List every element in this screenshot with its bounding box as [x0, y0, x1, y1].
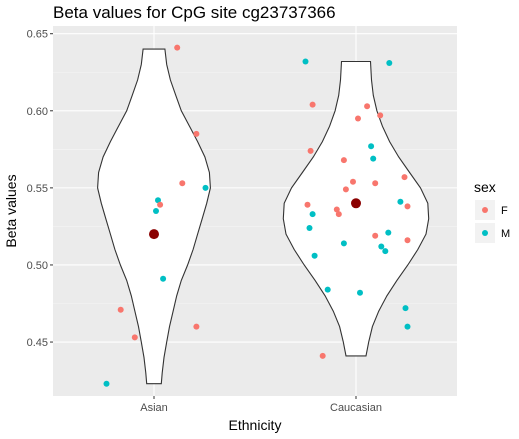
- x-tick-label: Asian: [140, 402, 168, 414]
- data-point: [340, 240, 347, 247]
- y-axis-ticks: 0.45 0.50 0.55 0.60 0.65: [27, 29, 53, 349]
- data-point: [319, 352, 326, 359]
- data-point: [404, 203, 411, 210]
- legend-label: M: [501, 228, 510, 240]
- data-point: [372, 232, 379, 239]
- data-point: [324, 286, 331, 293]
- data-point: [202, 184, 209, 191]
- legend-key-f: [482, 207, 488, 213]
- mean-markers: [149, 198, 361, 240]
- chart-title: Beta values for CpG site cg23737366: [53, 3, 336, 22]
- data-point: [368, 143, 375, 150]
- mean-point: [149, 229, 159, 240]
- data-point: [157, 201, 164, 208]
- data-point: [302, 58, 309, 65]
- violins: [97, 48, 430, 385]
- x-axis-ticks: Asian Caucasian: [140, 396, 382, 414]
- data-point: [378, 243, 385, 250]
- data-point: [174, 44, 181, 51]
- y-tick-label: 0.45: [27, 337, 48, 349]
- data-point: [131, 334, 138, 341]
- data-point: [193, 130, 200, 137]
- data-point: [193, 323, 200, 330]
- y-tick-label: 0.65: [27, 29, 48, 41]
- legend-title: sex: [474, 179, 496, 195]
- data-point: [377, 112, 384, 119]
- data-point: [370, 155, 377, 162]
- data-point: [372, 180, 379, 187]
- data-point: [355, 115, 361, 122]
- data-point: [340, 157, 347, 164]
- data-point: [401, 174, 408, 181]
- data-point: [103, 380, 110, 387]
- data-point: [402, 305, 409, 312]
- data-point: [309, 101, 316, 108]
- data-point: [342, 186, 349, 193]
- data-point: [153, 208, 159, 214]
- data-point: [307, 147, 314, 154]
- data-point: [357, 289, 363, 296]
- y-tick-label: 0.50: [27, 260, 48, 272]
- data-point: [404, 323, 411, 330]
- data-point: [311, 252, 318, 259]
- data-point: [404, 237, 411, 244]
- data-point: [350, 178, 356, 185]
- data-point: [397, 198, 404, 205]
- data-point: [160, 275, 167, 282]
- data-points: [103, 44, 411, 387]
- data-point: [306, 225, 313, 231]
- y-tick-label: 0.55: [27, 183, 48, 195]
- data-point: [335, 211, 342, 218]
- data-point: [155, 197, 161, 204]
- legend: sex FM: [474, 179, 510, 243]
- data-point: [364, 103, 371, 110]
- x-tick-label: Caucasian: [330, 402, 382, 414]
- data-point: [179, 180, 186, 187]
- data-point: [309, 211, 316, 218]
- violin-caucasian: [282, 60, 430, 357]
- data-point: [333, 206, 340, 213]
- legend-key-m: [482, 230, 488, 236]
- data-point: [117, 306, 124, 313]
- x-axis-label: Ethnicity: [229, 417, 282, 433]
- y-axis-label: Beta values: [3, 174, 19, 247]
- y-tick-label: 0.60: [27, 106, 48, 118]
- data-point: [385, 229, 392, 236]
- legend-label: F: [501, 205, 508, 217]
- data-point: [304, 201, 311, 208]
- mean-point: [351, 198, 361, 209]
- violin-asian: [97, 48, 211, 385]
- data-point: [386, 60, 393, 66]
- data-point: [382, 248, 389, 255]
